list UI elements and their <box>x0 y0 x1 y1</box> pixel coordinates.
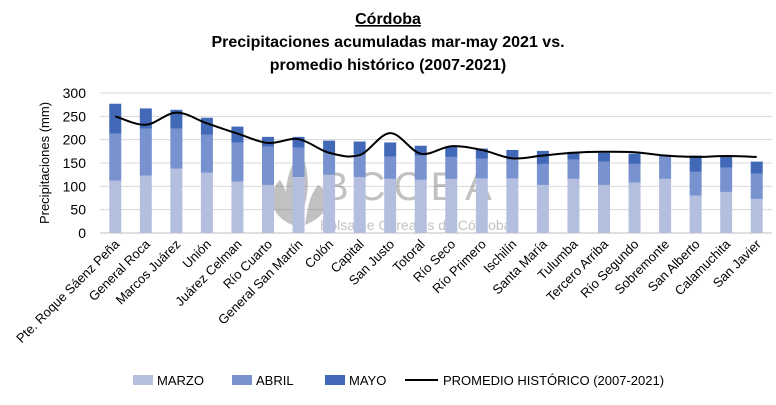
bar-mayo <box>200 117 213 135</box>
y-tick-label: 50 <box>70 202 86 218</box>
bar-marzo <box>598 184 610 233</box>
y-tick-label: 250 <box>63 108 87 124</box>
bar-marzo <box>628 182 641 233</box>
legend-swatch <box>232 375 252 385</box>
bar-mayo <box>567 151 580 160</box>
bar-mayo <box>720 156 733 168</box>
y-tick-label: 150 <box>63 155 87 171</box>
bar-abril <box>659 156 672 179</box>
bar-marzo <box>475 178 488 233</box>
bar-abril <box>567 159 580 179</box>
bar-marzo <box>109 180 122 233</box>
bar-marzo <box>536 184 549 233</box>
bar-marzo <box>231 181 244 233</box>
bar-mayo <box>598 152 610 162</box>
y-tick-label: 200 <box>63 132 87 148</box>
bar-marzo <box>720 191 733 233</box>
bar-abril <box>262 146 274 185</box>
series-line-promedio-historico <box>114 111 757 160</box>
bar-abril <box>292 147 305 177</box>
bar-mayo <box>750 161 763 174</box>
bar-marzo <box>659 178 672 233</box>
chart-title: Córdoba <box>355 11 421 28</box>
legend-label: PROMEDIO HISTÓRICO (2007-2021) <box>443 373 664 388</box>
bar-abril <box>750 173 763 199</box>
bar-mayo <box>628 153 641 164</box>
bar-abril <box>445 156 458 179</box>
legend-label: ABRIL <box>256 373 294 388</box>
bar-marzo <box>323 174 336 233</box>
bar-marzo <box>414 179 427 233</box>
bar-abril <box>414 155 427 180</box>
bar-marzo <box>506 178 519 233</box>
bar-abril <box>536 163 549 185</box>
y-axis-label: Precipitaciones (mm) <box>37 102 52 224</box>
y-tick-label: 300 <box>63 85 87 101</box>
bar-mayo <box>414 145 427 156</box>
bar-abril <box>628 163 641 183</box>
legend-swatch <box>133 375 153 385</box>
bar-mayo <box>109 103 122 134</box>
watermark-text: BCCBA <box>322 165 500 209</box>
bar-marzo <box>170 168 183 233</box>
bar-abril <box>689 171 702 196</box>
bar-abril <box>170 128 183 169</box>
bar-abril <box>598 161 610 185</box>
bar-mayo <box>536 150 549 164</box>
chart-subtitle-line-2: promedio histórico (2007-2021) <box>270 57 507 74</box>
legend-swatch <box>325 375 345 385</box>
bar-abril <box>139 128 152 176</box>
bar-abril <box>109 133 122 181</box>
bar-mayo <box>292 136 305 148</box>
bar-marzo <box>292 177 305 233</box>
bar-mayo <box>262 136 274 147</box>
bar-marzo <box>262 184 274 233</box>
bar-mayo <box>506 149 519 160</box>
bar-abril <box>384 156 397 179</box>
bar-abril <box>506 159 519 179</box>
y-tick-label: 0 <box>78 225 86 241</box>
chart-subtitle-line-1: Precipitaciones acumuladas mar-may 2021 … <box>211 34 564 51</box>
bar-marzo <box>750 198 763 233</box>
bar-abril <box>475 158 488 179</box>
legend-label: MARZO <box>157 373 204 388</box>
bar-marzo <box>384 178 397 233</box>
bar-marzo <box>445 178 458 233</box>
bar-marzo <box>200 172 213 233</box>
bar-mayo <box>170 109 183 129</box>
y-tick-label: 100 <box>63 178 87 194</box>
legend-label: MAYO <box>349 373 386 388</box>
bar-mayo <box>353 141 366 155</box>
bar-mayo <box>384 142 397 157</box>
bar-abril <box>353 154 366 177</box>
bar-abril <box>231 142 244 182</box>
bar-abril <box>323 152 336 175</box>
bar-marzo <box>567 178 580 233</box>
bar-marzo <box>689 195 702 233</box>
bar-mayo <box>689 155 702 172</box>
bar-mayo <box>475 148 488 159</box>
bar-marzo <box>139 175 152 233</box>
bar-mayo <box>445 146 458 157</box>
bar-marzo <box>353 177 366 233</box>
bar-abril <box>200 134 213 173</box>
bar-mayo <box>323 140 336 153</box>
bar-abril <box>720 167 733 192</box>
